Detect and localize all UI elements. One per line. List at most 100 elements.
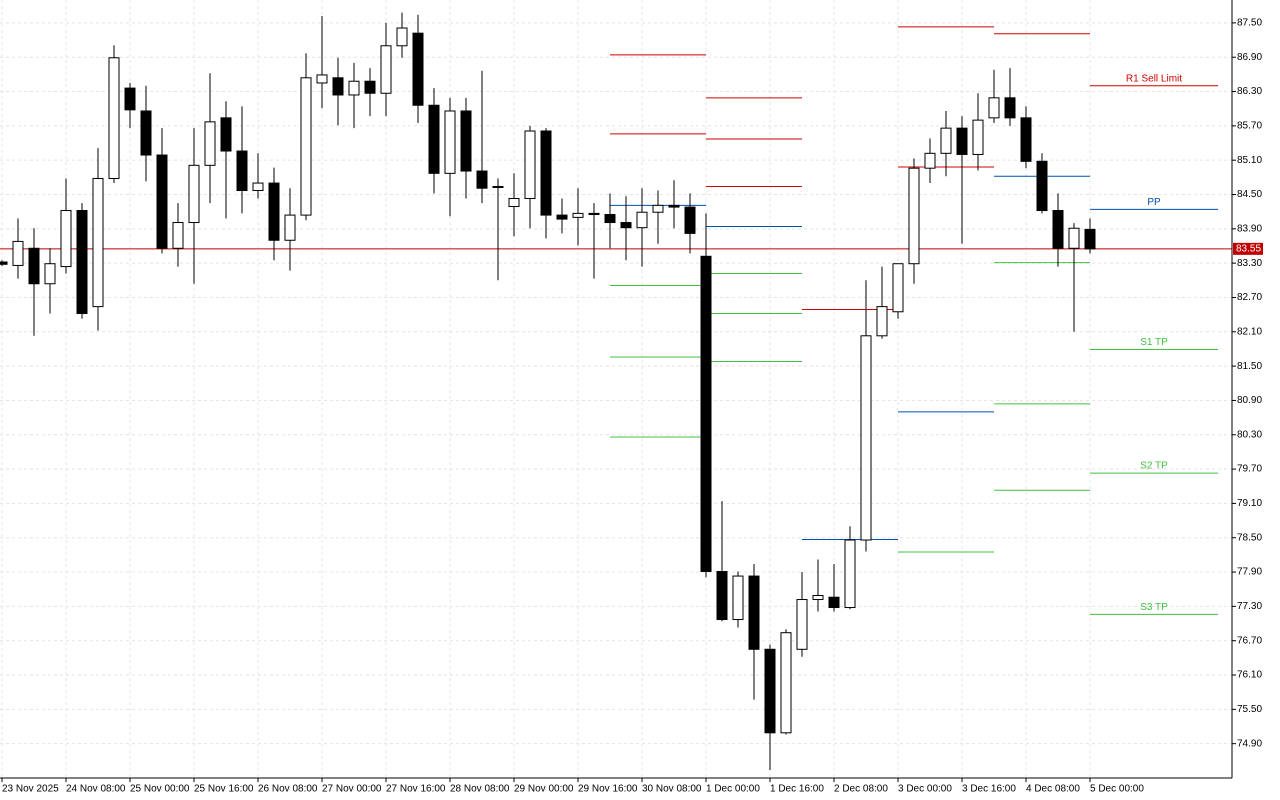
level-label: S2 TP [1140, 461, 1168, 472]
y-tick-label: 87.50 [1237, 18, 1262, 29]
candle-body [284, 214, 296, 241]
y-tick-label: 83.90 [1237, 223, 1262, 234]
candle-body [764, 648, 776, 734]
y-tick-label: 86.90 [1237, 52, 1262, 63]
candle-body [844, 539, 856, 609]
candle-body [908, 167, 920, 265]
y-tick-label: 85.70 [1237, 120, 1262, 131]
candle-body [76, 210, 88, 314]
candle-body [828, 596, 840, 609]
level-label: PP [1147, 197, 1161, 208]
candle-body [476, 170, 488, 189]
y-tick-label: 79.70 [1237, 464, 1262, 475]
candle-body [204, 121, 216, 166]
candle-body [1020, 117, 1032, 162]
y-tick-label: 76.10 [1237, 670, 1262, 681]
candle-body [796, 599, 808, 650]
candle-body [156, 154, 168, 249]
candle-body [172, 222, 184, 249]
candle-body [300, 77, 312, 216]
candle-body [588, 212, 600, 216]
candle-body [860, 335, 872, 541]
last-price-label: 83.55 [1236, 243, 1261, 254]
x-tick-label: 29 Nov 16:00 [578, 784, 638, 795]
candle-body [988, 97, 1000, 119]
y-tick-label: 74.90 [1237, 738, 1262, 749]
y-tick-label: 82.70 [1237, 292, 1262, 303]
candle-body [556, 214, 568, 220]
x-tick-label: 1 Dec 00:00 [706, 784, 760, 795]
candle-body [684, 206, 696, 234]
candle-body [972, 119, 984, 155]
candle-body [668, 204, 680, 208]
candle-body [396, 27, 408, 47]
candle-body [924, 152, 936, 169]
candle-body [780, 632, 792, 734]
candle-body [268, 182, 280, 241]
y-tick-label: 75.50 [1237, 704, 1262, 715]
candle-body [892, 263, 904, 313]
candle-body [748, 575, 760, 650]
level-label: S1 TP [1140, 337, 1168, 348]
x-tick-label: 23 Nov 2025 [2, 784, 59, 795]
y-tick-label: 82.10 [1237, 326, 1262, 337]
candle-body [524, 130, 536, 200]
candle-body [412, 32, 424, 106]
candle-body [12, 240, 24, 266]
candle-body [316, 74, 328, 84]
candle-body [940, 127, 952, 154]
candle-body [348, 80, 360, 96]
x-tick-label: 28 Nov 08:00 [450, 784, 510, 795]
candle-body [236, 150, 248, 191]
y-tick-label: 86.30 [1237, 86, 1262, 97]
candle-body [652, 204, 664, 213]
y-tick-label: 78.50 [1237, 532, 1262, 543]
candle-body [124, 87, 136, 111]
y-tick-label: 84.50 [1237, 189, 1262, 200]
candle-body [732, 575, 744, 621]
candle-body [364, 80, 376, 94]
last-price-box [1233, 242, 1263, 255]
candle-body [444, 110, 456, 174]
candle-body [380, 45, 392, 94]
x-tick-label: 5 Dec 00:00 [1090, 784, 1144, 795]
y-tick-label: 79.10 [1237, 498, 1262, 509]
x-tick-label: 29 Nov 00:00 [514, 784, 574, 795]
candle-body [956, 127, 968, 155]
y-tick-label: 76.70 [1237, 635, 1262, 646]
candle-body [604, 214, 616, 224]
x-tick-label: 25 Nov 00:00 [130, 784, 190, 795]
x-tick-label: 25 Nov 16:00 [194, 784, 254, 795]
candle-body [108, 57, 120, 179]
candle-body [876, 306, 888, 337]
candles [0, 12, 1096, 770]
pivot-levels: R1 Sell Limit PP S1 TP S2 TP S3 TP [0, 26, 1232, 615]
candle-body [252, 182, 264, 191]
candle-body [60, 210, 72, 268]
candle-body [812, 595, 824, 601]
candle-body [620, 222, 632, 229]
x-tick-label: 27 Nov 16:00 [386, 784, 446, 795]
y-tick-label: 83.30 [1237, 258, 1262, 269]
candle-body [28, 247, 40, 285]
candle-body [700, 255, 712, 572]
x-tick-label: 2 Dec 08:00 [834, 784, 888, 795]
candle-body [1052, 210, 1064, 249]
y-tick-label: 81.50 [1237, 361, 1262, 372]
candle-body [1004, 97, 1016, 119]
candle-body [492, 185, 504, 188]
candle-body [508, 198, 520, 208]
candle-body [1068, 227, 1080, 249]
candle-body [540, 130, 552, 216]
candle-body [44, 263, 56, 285]
candle-body [1084, 228, 1096, 250]
x-tick-label: 27 Nov 00:00 [322, 784, 382, 795]
y-tick-label: 80.90 [1237, 395, 1262, 406]
candle-body [92, 177, 104, 308]
axes: 87.50 86.90 86.30 85.70 85.10 84.50 83.90 83.30… [1, 18, 1263, 795]
candle-body [460, 110, 472, 172]
candle-body [140, 110, 152, 156]
y-tick-label: 85.10 [1237, 155, 1262, 166]
